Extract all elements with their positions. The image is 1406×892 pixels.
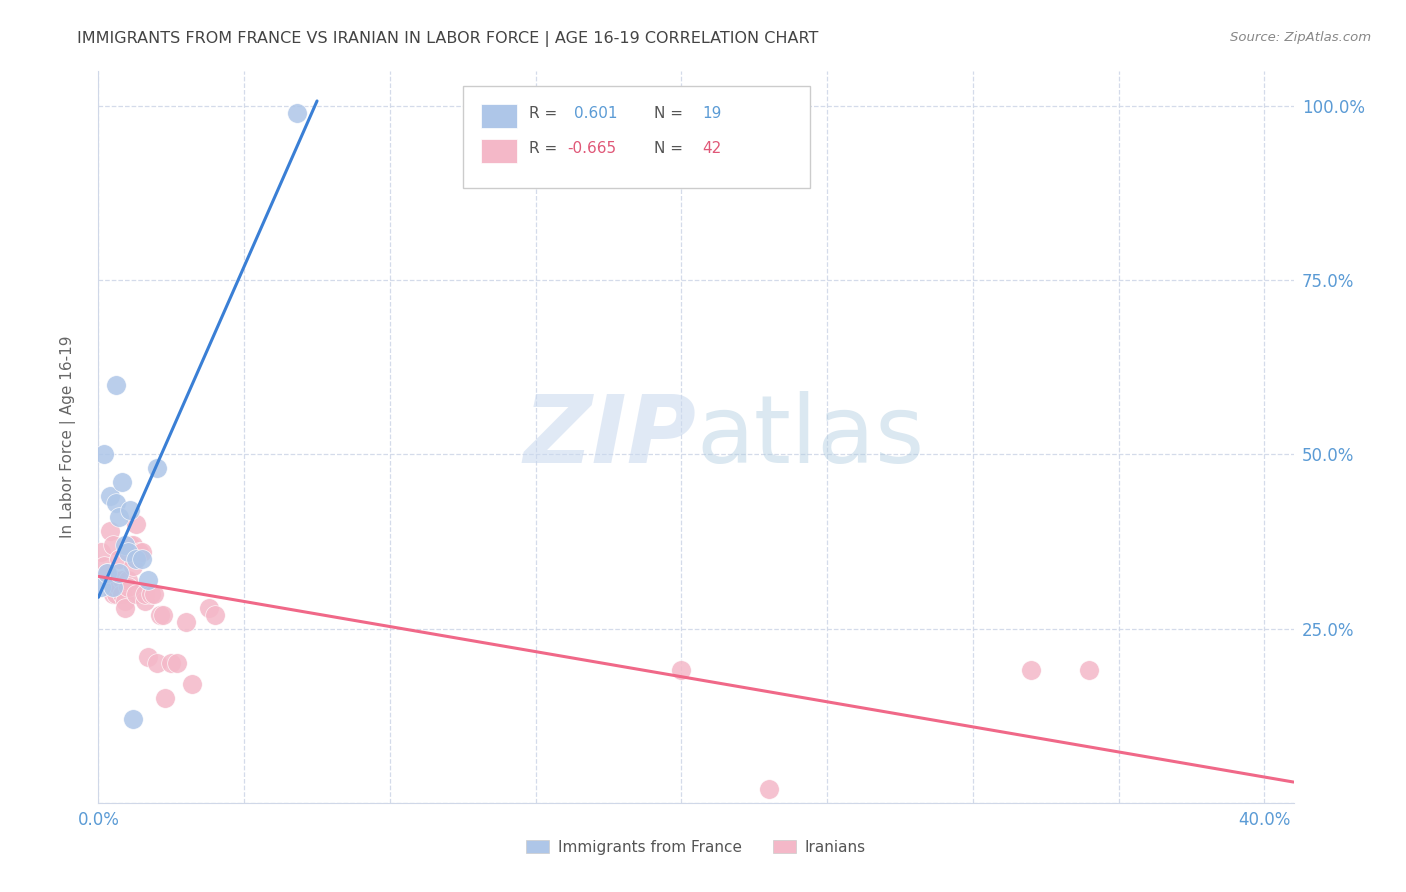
Point bbox=[90, 580, 112, 594]
FancyBboxPatch shape bbox=[481, 104, 517, 128]
Text: 0.601: 0.601 bbox=[574, 105, 617, 120]
Point bbox=[136, 573, 159, 587]
Point bbox=[180, 677, 202, 691]
Text: R =: R = bbox=[529, 105, 562, 120]
Point bbox=[120, 503, 142, 517]
Point bbox=[96, 566, 118, 580]
Point bbox=[160, 657, 183, 671]
Point bbox=[93, 558, 115, 573]
Text: Source: ZipAtlas.com: Source: ZipAtlas.com bbox=[1230, 31, 1371, 45]
Point bbox=[108, 580, 131, 594]
Point bbox=[131, 552, 153, 566]
Point bbox=[152, 607, 174, 622]
Point bbox=[117, 580, 139, 594]
Point bbox=[128, 545, 150, 559]
Point bbox=[204, 607, 226, 622]
Point bbox=[145, 657, 167, 671]
Point bbox=[101, 580, 124, 594]
Point bbox=[117, 573, 139, 587]
Text: 42: 42 bbox=[702, 141, 721, 156]
Point bbox=[104, 587, 127, 601]
FancyBboxPatch shape bbox=[463, 86, 810, 188]
Point bbox=[122, 712, 145, 726]
Text: N =: N = bbox=[654, 105, 688, 120]
Point bbox=[108, 566, 131, 580]
Point bbox=[758, 781, 780, 796]
Point bbox=[125, 587, 148, 601]
Point bbox=[101, 587, 124, 601]
Point bbox=[125, 552, 148, 566]
Point bbox=[98, 489, 121, 503]
Text: N =: N = bbox=[654, 141, 688, 156]
Point bbox=[285, 106, 308, 120]
Point bbox=[114, 600, 136, 615]
Point bbox=[198, 600, 221, 615]
Point bbox=[139, 587, 162, 601]
Text: 19: 19 bbox=[702, 105, 721, 120]
Point bbox=[122, 558, 145, 573]
Point bbox=[125, 517, 148, 532]
Point bbox=[111, 573, 134, 587]
Point bbox=[93, 448, 115, 462]
Point bbox=[149, 607, 172, 622]
Point bbox=[1019, 664, 1042, 678]
Point bbox=[114, 594, 136, 608]
Point bbox=[142, 587, 165, 601]
Point bbox=[111, 475, 134, 490]
Point bbox=[104, 573, 127, 587]
Point bbox=[104, 496, 127, 510]
Point bbox=[1078, 664, 1101, 678]
Point bbox=[108, 552, 131, 566]
Point bbox=[104, 377, 127, 392]
Point bbox=[120, 538, 142, 552]
Point bbox=[671, 664, 693, 678]
Text: ZIP: ZIP bbox=[523, 391, 696, 483]
Point bbox=[108, 510, 131, 524]
Text: -0.665: -0.665 bbox=[567, 141, 616, 156]
Point bbox=[155, 691, 177, 706]
Point bbox=[114, 538, 136, 552]
Point bbox=[101, 538, 124, 552]
Point bbox=[174, 615, 197, 629]
Point bbox=[117, 545, 139, 559]
Text: atlas: atlas bbox=[696, 391, 924, 483]
Point bbox=[134, 587, 156, 601]
Point bbox=[122, 538, 145, 552]
Point bbox=[145, 461, 167, 475]
Text: R =: R = bbox=[529, 141, 562, 156]
Point bbox=[166, 657, 188, 671]
Point bbox=[98, 524, 121, 538]
FancyBboxPatch shape bbox=[481, 139, 517, 163]
Point bbox=[136, 649, 159, 664]
Text: IMMIGRANTS FROM FRANCE VS IRANIAN IN LABOR FORCE | AGE 16-19 CORRELATION CHART: IMMIGRANTS FROM FRANCE VS IRANIAN IN LAB… bbox=[77, 31, 818, 47]
Point bbox=[134, 594, 156, 608]
Point bbox=[90, 545, 112, 559]
Y-axis label: In Labor Force | Age 16-19: In Labor Force | Age 16-19 bbox=[60, 335, 76, 539]
Legend: Immigrants from France, Iranians: Immigrants from France, Iranians bbox=[520, 834, 872, 861]
Point bbox=[131, 545, 153, 559]
Point bbox=[111, 587, 134, 601]
Point bbox=[96, 566, 118, 580]
